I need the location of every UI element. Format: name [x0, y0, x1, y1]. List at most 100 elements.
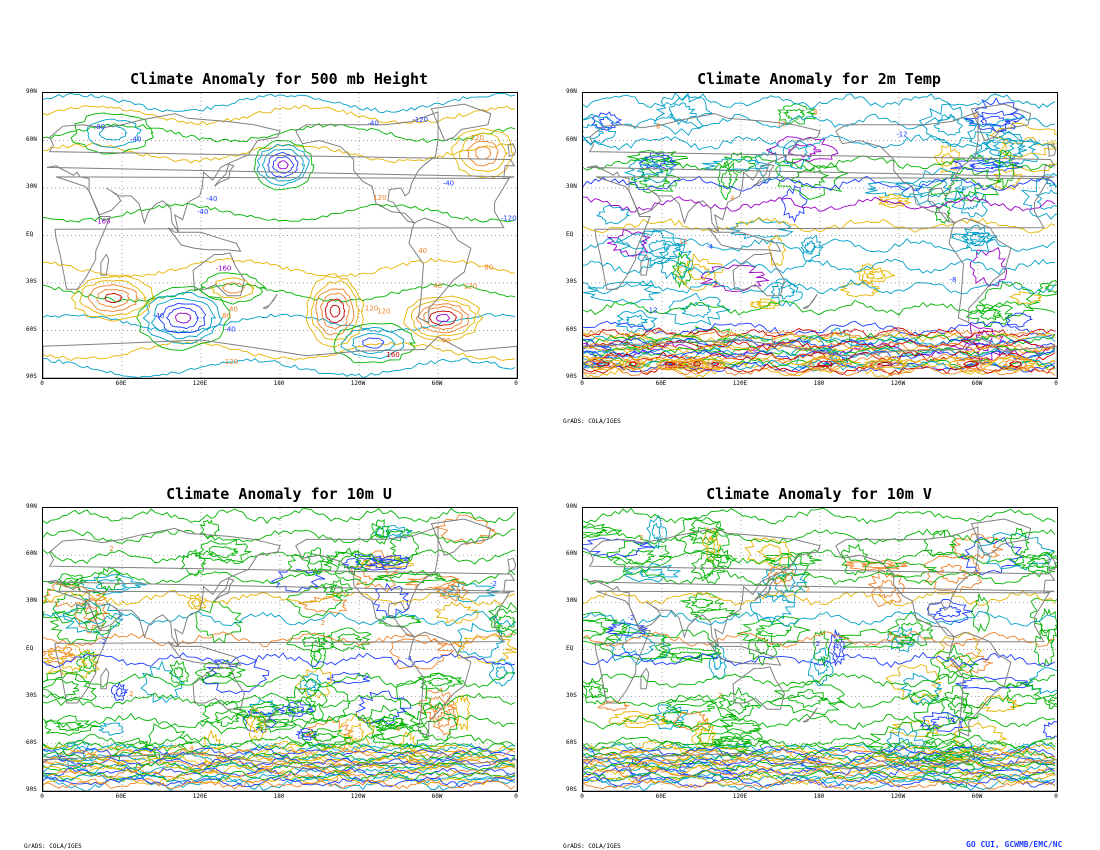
- contour: [615, 309, 658, 333]
- contour: [277, 160, 289, 170]
- contour: [664, 361, 676, 367]
- contour: [935, 605, 962, 618]
- contour: [43, 313, 516, 334]
- coastline: [640, 253, 650, 276]
- contour-label: 160: [386, 351, 399, 359]
- contour: [277, 700, 316, 717]
- coastline: [43, 749, 517, 791]
- contour: [717, 161, 739, 201]
- contour: [651, 522, 662, 542]
- contour: [142, 292, 223, 345]
- coastline: [640, 667, 650, 690]
- contour-label: -2: [99, 638, 106, 646]
- contour: [628, 361, 639, 367]
- coastline: [835, 526, 979, 638]
- contour: [621, 356, 647, 372]
- coastline: [970, 518, 1032, 556]
- contour: [175, 312, 192, 324]
- lat-tick-label: 30S: [26, 278, 37, 285]
- contour: [997, 355, 1034, 374]
- contour: [583, 677, 608, 705]
- contour: [583, 522, 622, 538]
- contour: [636, 163, 664, 176]
- lon-tick-label: 0: [580, 793, 584, 800]
- contour: [726, 697, 750, 716]
- contour: [200, 699, 249, 735]
- contour: [43, 762, 516, 774]
- contour-label: -12: [896, 130, 907, 138]
- contour: [583, 768, 1056, 780]
- contour: [658, 241, 693, 280]
- lat-tick-label: 30N: [566, 597, 577, 605]
- contour-label: 80: [222, 312, 231, 320]
- contour: [736, 615, 811, 646]
- contour: [817, 360, 834, 368]
- contour: [403, 295, 484, 341]
- contour-label: -8: [950, 276, 957, 284]
- lon-tick-label: 0: [40, 793, 44, 800]
- contour-label: -160: [216, 265, 232, 273]
- lat-tick-label: 90S: [26, 373, 37, 380]
- contour: [714, 735, 752, 750]
- contour: [190, 597, 202, 608]
- contour-label: 4: [973, 112, 978, 120]
- contour: [691, 598, 714, 609]
- contour: [98, 125, 128, 141]
- contour: [43, 692, 516, 710]
- contour: [378, 615, 422, 627]
- contour: [104, 293, 122, 304]
- contour: [1008, 360, 1023, 367]
- contour: [956, 358, 988, 370]
- contour: [583, 770, 1056, 782]
- contour: [1034, 189, 1057, 210]
- contour: [43, 744, 516, 756]
- contour: [340, 326, 405, 360]
- contour: [43, 341, 516, 362]
- contour: [687, 355, 708, 372]
- contour: [978, 306, 1002, 321]
- contour: [639, 567, 666, 579]
- contour: [43, 282, 516, 303]
- coastline: [948, 631, 1012, 737]
- contour: [688, 526, 717, 546]
- contour: [43, 508, 516, 525]
- contour: [432, 700, 459, 736]
- panel-title: Climate Anomaly for 10m V: [706, 485, 932, 503]
- lon-tick-label: 0: [514, 793, 518, 800]
- lon-tick-label: 120E: [192, 380, 208, 387]
- contour: [269, 568, 326, 593]
- contour: [98, 722, 124, 736]
- contour: [43, 752, 516, 764]
- coastline: [586, 527, 1056, 647]
- contour: [895, 167, 967, 207]
- contour: [583, 617, 628, 635]
- lat-tick-label: 90N: [26, 88, 37, 95]
- contour: [43, 93, 516, 114]
- contour: [70, 274, 157, 322]
- contour-label: 80: [484, 264, 493, 272]
- contour: [941, 654, 968, 673]
- coastline: [408, 631, 472, 737]
- contour: [861, 562, 896, 569]
- contour-label: 120: [464, 282, 477, 290]
- panel-title: Climate Anomaly for 10m U: [166, 485, 392, 503]
- contour: [658, 360, 681, 368]
- contour: [43, 257, 516, 278]
- lat-tick-label: 60N: [566, 550, 577, 558]
- coastline: [213, 163, 235, 187]
- contour-label: 120: [365, 305, 378, 313]
- contour: [978, 281, 1040, 321]
- lat-tick-label: 30S: [566, 691, 577, 699]
- coastline: [54, 590, 510, 704]
- contour: [583, 772, 1056, 784]
- contour: [311, 733, 338, 742]
- contour: [688, 517, 725, 544]
- contour: [187, 593, 208, 610]
- contour: [624, 359, 641, 369]
- contour: [674, 517, 730, 555]
- lon-tick-label: 0: [1054, 380, 1058, 387]
- contour: [712, 653, 724, 671]
- coastlines: [43, 103, 517, 378]
- contour: [608, 710, 669, 729]
- contour: [706, 547, 738, 569]
